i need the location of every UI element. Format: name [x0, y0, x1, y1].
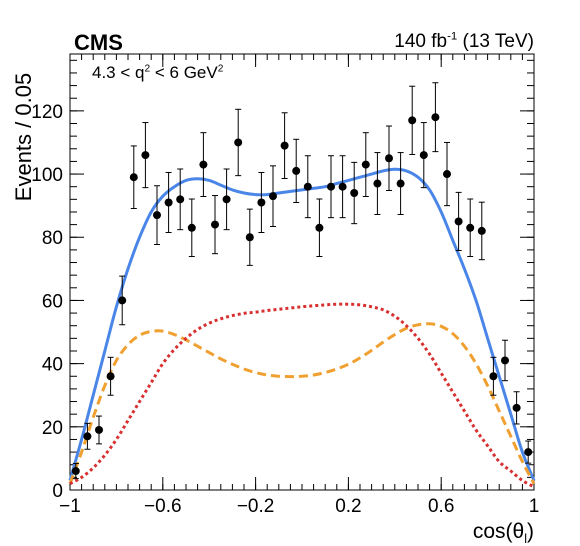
data-point: [187, 223, 196, 232]
data-point: [129, 173, 138, 182]
data-point: [373, 179, 382, 188]
data-point: [292, 166, 301, 175]
y-tick-label: 40: [42, 355, 63, 376]
data-point: [257, 198, 266, 207]
data-points: [71, 82, 533, 480]
gev-exponent: 2: [217, 63, 224, 75]
q2-exponent: 2: [144, 63, 151, 75]
data-point: [419, 151, 428, 160]
x-axis-label-close: ): [527, 520, 534, 543]
x-tick-label: −0.6: [144, 496, 182, 517]
data-point: [408, 116, 417, 125]
y-axis: 0 20 40 60 80 100 120: [31, 59, 534, 502]
data-point: [466, 223, 475, 232]
y-tick-label: 0: [52, 481, 63, 502]
data-point: [222, 195, 231, 204]
data-point: [164, 198, 173, 207]
data-point: [512, 403, 521, 412]
y-tick-label: 100: [31, 165, 63, 186]
data-point: [303, 182, 312, 191]
data-point: [234, 138, 243, 147]
data-point: [454, 217, 463, 226]
x-axis-label-sub: l: [524, 532, 527, 546]
energy-label: (13 TeV): [462, 31, 534, 52]
x-tick-label: −1: [59, 496, 81, 517]
x-axis-label-main: cos(θ: [472, 520, 525, 543]
x-tick-label: 0.2: [335, 496, 361, 517]
data-point: [280, 141, 289, 150]
q2-range-label: 4.3 < q2 < 6 GeV2: [92, 63, 223, 83]
curve-component-2: [69, 302, 535, 489]
data-point: [211, 220, 219, 229]
x-axis: −1 −0.6 −0.2 0.2 0.6 1: [59, 54, 539, 517]
luminosity-label: 140 fb-1 (13 TeV): [394, 31, 534, 53]
data-point: [443, 170, 451, 179]
q2-low: 4.3 < q: [92, 63, 145, 82]
lumi-value: 140 fb: [394, 31, 448, 52]
x-tick-label: −0.2: [237, 496, 275, 517]
data-point: [338, 182, 347, 191]
y-tick-label: 20: [42, 418, 63, 439]
x-tick-label: 0.6: [428, 496, 454, 517]
data-point: [106, 372, 115, 381]
data-point: [385, 154, 393, 163]
data-point: [95, 425, 103, 434]
y-tick-label: 60: [42, 291, 63, 312]
data-point: [477, 226, 486, 235]
data-point: [524, 448, 533, 457]
data-point: [83, 432, 92, 441]
x-tick-label: 1: [529, 496, 540, 517]
data-point: [350, 189, 359, 198]
data-point: [315, 223, 324, 232]
lumi-exponent: -1: [447, 30, 458, 43]
curve-total-fit: [68, 167, 536, 482]
data-point: [361, 160, 370, 169]
data-point: [141, 151, 150, 160]
experiment-label: CMS: [74, 30, 123, 55]
curve-component-1: [68, 322, 536, 485]
data-point: [118, 296, 127, 305]
x-axis-label: cos(θl): [472, 520, 534, 546]
data-point: [501, 356, 509, 365]
data-point: [71, 467, 80, 476]
data-point: [396, 179, 405, 188]
data-point: [199, 160, 208, 169]
data-point: [269, 192, 277, 201]
data-point: [489, 372, 498, 381]
data-point: [431, 113, 440, 122]
data-point: [153, 211, 161, 220]
fit-curves: [68, 167, 536, 489]
q2-high: < 6 GeV: [150, 63, 218, 82]
data-point: [245, 233, 254, 242]
y-axis-label: Events / 0.05: [11, 72, 36, 202]
y-tick-label: 80: [42, 228, 63, 249]
data-point: [327, 182, 335, 191]
data-point: [176, 195, 185, 204]
y-tick-label: 120: [31, 102, 63, 123]
